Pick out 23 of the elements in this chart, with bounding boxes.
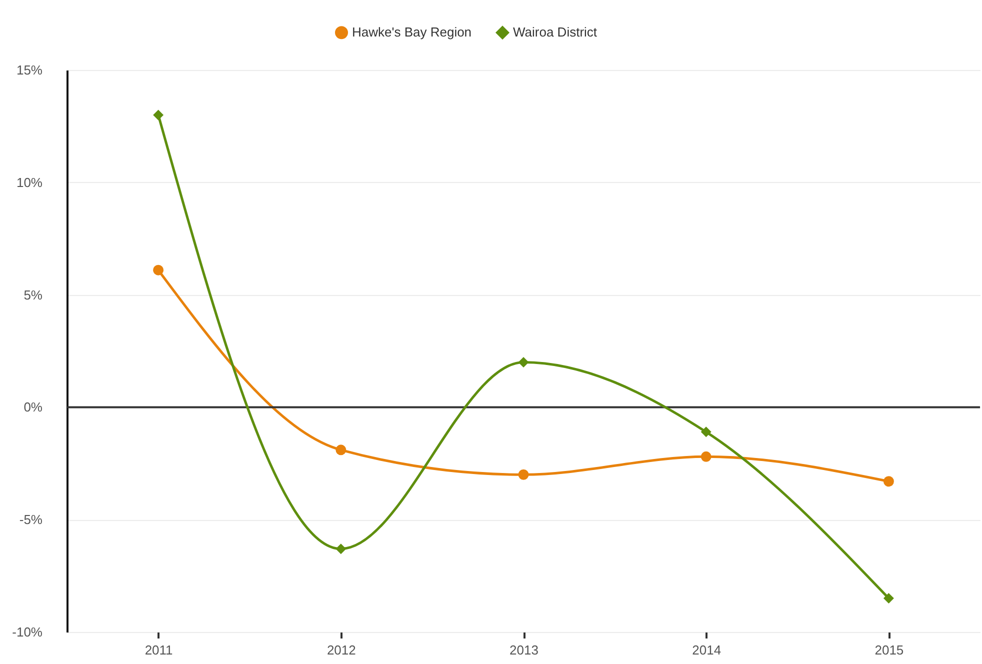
- point: [336, 544, 346, 554]
- legend-label: Wairoa District: [513, 24, 598, 40]
- y-tick-label: 0%: [24, 400, 43, 415]
- x-tick-label: 2015: [874, 642, 904, 658]
- point: [700, 451, 712, 462]
- point: [883, 593, 894, 604]
- y-tick-label: 5%: [24, 287, 43, 302]
- y-tick-label: -10%: [12, 624, 43, 640]
- point: [518, 356, 529, 368]
- legend-label: Hawke's Bay Region: [352, 24, 472, 40]
- point: [518, 469, 529, 480]
- x-tick-label: 2013: [510, 642, 538, 658]
- y-tick-label: 10%: [16, 174, 43, 190]
- x-tick-label: 2014: [692, 642, 722, 658]
- point: [153, 110, 164, 120]
- x-tick-label: 2012: [326, 642, 356, 658]
- y-tick-label: -5%: [19, 512, 43, 528]
- point: [883, 476, 894, 487]
- x-tick-label: 2011: [144, 642, 173, 658]
- point: [153, 264, 164, 276]
- point: [336, 444, 346, 456]
- point: [700, 426, 712, 438]
- y-tick-label: 15%: [16, 62, 43, 78]
